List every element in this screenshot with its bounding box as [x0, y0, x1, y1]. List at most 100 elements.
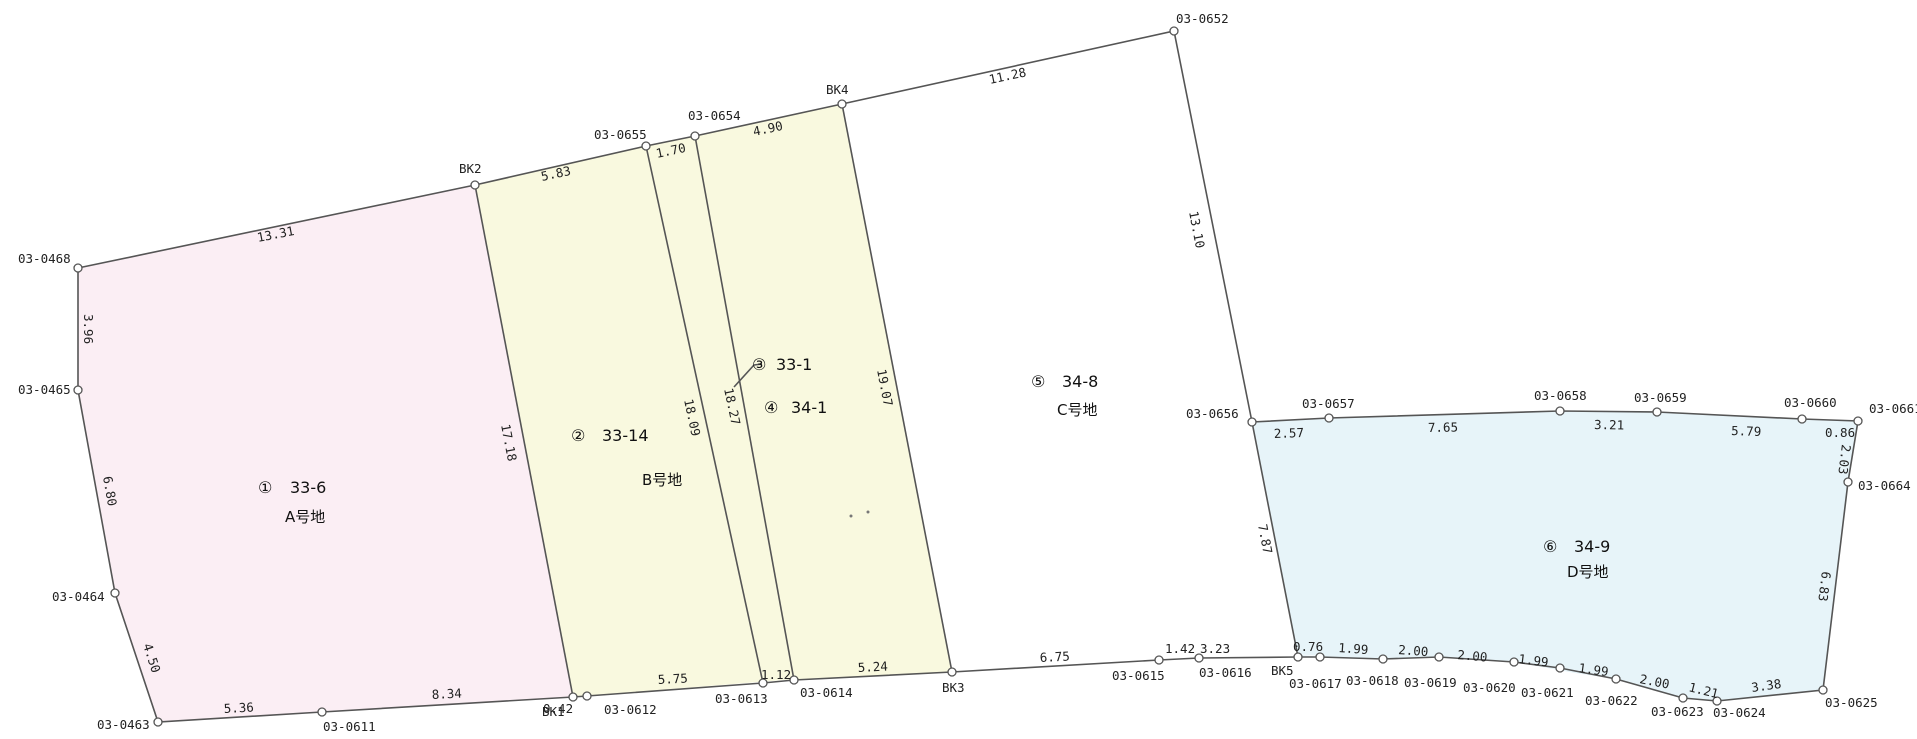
dim-label: 8.34: [431, 685, 462, 702]
survey-point-marker: [73, 263, 83, 273]
point-label: 03-0468: [18, 251, 71, 266]
point-label: BK4: [826, 82, 849, 97]
point-label: 03-0611: [323, 719, 376, 734]
lot-b-name: B号地: [642, 471, 682, 489]
dim-label: 1.12: [761, 667, 791, 682]
survey-point-marker: [1169, 26, 1179, 36]
survey-point-marker: [1712, 696, 1722, 706]
point-label: 03-0464: [52, 589, 105, 604]
survey-point-marker: [758, 678, 768, 688]
survey-point-marker: [1652, 407, 1662, 417]
point-label: 03-0652: [1176, 11, 1229, 26]
point-label: 03-0619: [1404, 675, 1457, 690]
dim-label: 2.00: [1398, 642, 1429, 659]
point-label: 03-0624: [1713, 705, 1766, 720]
survey-point-marker: [1194, 653, 1204, 663]
point-label: 03-0614: [800, 685, 853, 700]
lot-b-area: [475, 104, 952, 697]
survey-point-marker: [73, 385, 83, 395]
lot-b-parcel: 33-14: [602, 426, 649, 445]
lot-d-number: ⑥: [1543, 537, 1557, 556]
survey-point-marker: [1247, 417, 1257, 427]
survey-point-marker: [1555, 663, 1565, 673]
dim-label: 4.90: [752, 118, 785, 139]
survey-point-marker: [1509, 657, 1519, 667]
survey-point-marker: [153, 717, 163, 727]
dim-label: 5.36: [223, 699, 254, 716]
point-label: 03-0654: [688, 108, 741, 123]
lot-4-parcel: 34-1: [791, 398, 827, 417]
survey-point-marker: [1843, 477, 1853, 487]
dim-label: 2.03: [1835, 444, 1854, 476]
dim-label: 1.42: [1165, 641, 1195, 656]
dim-label: 11.28: [988, 64, 1028, 86]
lot-d-name: D号地: [1567, 563, 1609, 581]
dim-label: 3.23: [1200, 641, 1230, 656]
point-label: 03-0616: [1199, 665, 1252, 680]
survey-point-marker: [470, 180, 480, 190]
point-labels: 03-0468 03-0465 03-0464 03-0463 03-0611 …: [18, 11, 1917, 734]
survey-point-marker: [1378, 654, 1388, 664]
dim-label: 3.21: [1594, 417, 1624, 433]
lot-a-parcel: 33-6: [290, 478, 326, 497]
point-label: BK1: [542, 704, 565, 719]
survey-point-marker: [1611, 674, 1621, 684]
lot-a-name: A号地: [285, 508, 325, 526]
speck-mark: [849, 514, 853, 518]
survey-point-marker: [1434, 652, 1444, 662]
survey-point-marker: [1678, 693, 1688, 703]
dimension-labels: 13.31 5.83 1.70 4.90 11.28 13.10 3.96 6.…: [81, 64, 1855, 716]
dim-label: 2.00: [1457, 647, 1488, 665]
lot-a-number: ①: [258, 478, 272, 497]
survey-point-marker: [1555, 406, 1565, 416]
point-label: 03-0657: [1302, 396, 1355, 411]
point-label: 03-0465: [18, 382, 71, 397]
dim-label: 5.24: [857, 658, 888, 675]
point-label: 03-0656: [1186, 406, 1239, 421]
lot-labels: ① 33-6 A号地 ② 33-14 B号地 ③ 33-1 ④ 34-1 ⑤ 3…: [258, 355, 1610, 581]
dim-label: 3.96: [81, 314, 96, 344]
point-label: 03-0659: [1634, 390, 1687, 405]
dim-label: 1.99: [1578, 660, 1610, 679]
point-label: 03-0623: [1651, 704, 1704, 719]
survey-point-marker: [1797, 414, 1807, 424]
dim-label: 0.86: [1825, 425, 1855, 440]
point-label: 03-0618: [1346, 673, 1399, 688]
point-label: 03-0661: [1869, 401, 1917, 416]
dim-label: 0.42: [543, 701, 573, 716]
dim-label: 19.07: [874, 368, 896, 408]
dim-label: 6.83: [1815, 571, 1834, 603]
dim-label: 3.38: [1750, 676, 1782, 695]
dim-label: 2.57: [1274, 425, 1305, 441]
survey-point-marker: [1154, 655, 1164, 665]
lot-c-number: ⑤: [1031, 372, 1045, 391]
dim-label: 5.83: [540, 163, 573, 184]
survey-point-marker: [641, 141, 651, 151]
point-label: 03-0621: [1521, 685, 1574, 700]
lot-3-parcel: 33-1: [776, 355, 812, 374]
lot-b-number: ②: [571, 426, 585, 445]
point-label: 03-0612: [604, 702, 657, 717]
dim-label: 1.70: [655, 140, 688, 161]
survey-point-marker: [789, 675, 799, 685]
lot-4-number: ④: [764, 398, 778, 417]
point-label: 03-0660: [1784, 395, 1837, 410]
lot-d-area: [1252, 411, 1858, 701]
point-label: 03-0622: [1585, 693, 1638, 708]
survey-point-marker: [837, 99, 847, 109]
dim-label: 13.10: [1186, 210, 1208, 250]
survey-point-marker: [317, 707, 327, 717]
dim-label: 6.75: [1039, 648, 1070, 665]
dim-label: 5.79: [1731, 423, 1762, 439]
point-label: 03-0655: [594, 127, 647, 142]
survey-point-marker: [582, 691, 592, 701]
dim-label: 6.80: [100, 475, 120, 507]
lot-3-number: ③: [752, 355, 766, 374]
point-label: 03-0658: [1534, 388, 1587, 403]
lot-a-area: [78, 185, 573, 722]
dim-label: 2.00: [1638, 671, 1670, 691]
lot-c-parcel: 34-8: [1062, 372, 1098, 391]
point-label: 03-0617: [1289, 676, 1342, 691]
point-label: 03-0613: [715, 691, 768, 706]
